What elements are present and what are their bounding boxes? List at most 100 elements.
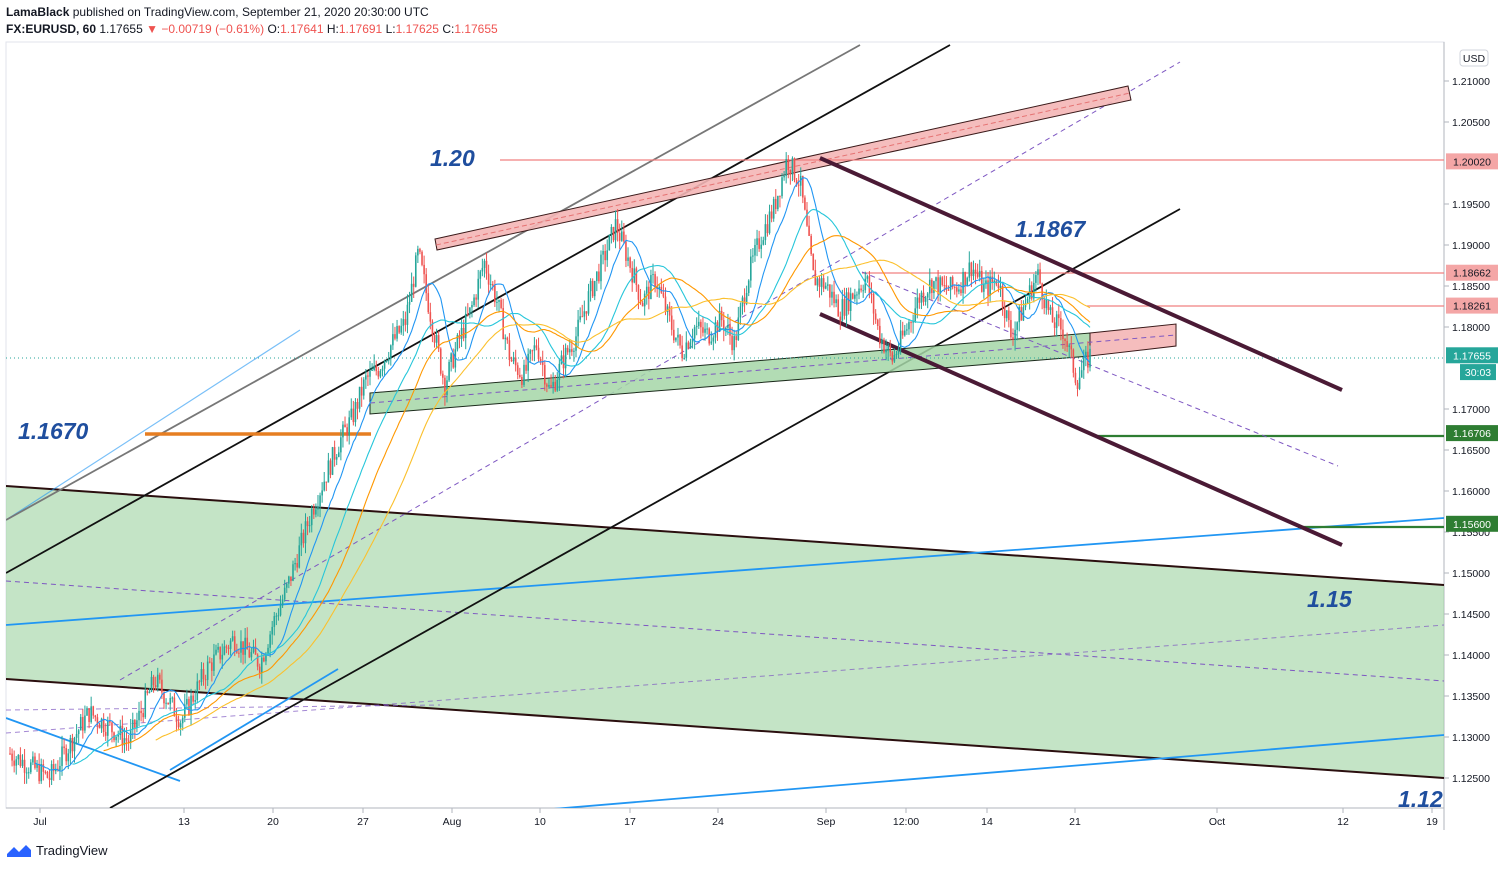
candle-body [764,224,767,241]
annotation-label[interactable]: 1.1867 [1015,216,1087,242]
candle-body [683,357,686,359]
price-axis[interactable]: 1.21000 1.20500 1.19500 1.19000 1.18500 1.180… [1444,76,1490,785]
candle-body [383,360,386,369]
annotation-label[interactable]: 1.1670 [18,418,89,444]
price-label-box [1446,153,1498,170]
channel-mid-dashed[interactable] [6,580,1444,682]
price-label: 1.20020 [1453,156,1491,168]
publish-info: LamaBlack published on TradingView.com, … [6,5,429,19]
symbol-name[interactable]: FX:EURUSD, 60 [6,22,97,36]
candle-body [685,342,688,358]
candle-body [1020,306,1023,321]
candle-body [375,365,378,372]
candle-body [260,657,263,673]
candle-body [951,277,954,287]
candle-body [179,723,182,728]
candle-body [1051,307,1054,323]
annotation-label[interactable]: 1.15 [1307,586,1353,612]
green-support-zone[interactable] [369,332,1091,415]
green-channel-zone[interactable] [6,486,1444,778]
candle-body [402,319,405,326]
candle-body [1001,285,1004,307]
red-zone-mid-dashed[interactable] [435,92,1131,246]
candle-body [1035,275,1037,283]
candle-body [879,325,881,345]
candle-body [864,278,867,291]
candle-body [439,348,442,374]
short-dashed-line[interactable] [6,704,441,711]
candle-body [571,349,573,352]
candle-body [731,335,733,351]
candle-body [991,276,993,283]
red-upper-zone[interactable] [434,85,1132,251]
candle-body [668,306,671,316]
channel-lower-line[interactable] [6,678,1444,779]
candle-body [843,299,846,316]
candle-body [976,273,979,277]
candle-body [566,347,569,353]
candle-body [997,284,1000,289]
channel-upper-line[interactable] [6,485,1444,586]
candle-body [94,715,97,718]
candle-body [772,198,775,219]
publisher-name[interactable]: LamaBlack [6,5,70,19]
price-label-box [1460,364,1496,381]
down-channel-dashed[interactable] [861,271,1339,467]
high-label: H: [326,22,339,36]
candle-body [487,273,490,285]
candle-body [263,657,265,662]
candle-body [537,347,540,360]
up-channel-upper[interactable] [6,44,951,574]
candle-body [612,226,615,241]
annotation-label[interactable]: 1.20 [430,145,475,171]
candle-body [820,278,823,287]
candle-body [125,738,128,741]
candle-body [1043,299,1046,309]
red-resistance-extension[interactable] [1089,323,1177,357]
currency-badge[interactable] [1459,49,1489,67]
grey-trendline[interactable] [6,44,861,521]
drawings-layer [6,44,1444,820]
candle-body [387,358,390,361]
blue-short-trendline[interactable] [6,717,181,782]
candle-body [506,337,509,341]
candle-body [183,704,186,718]
candle-body [300,532,303,546]
candle-body [306,521,309,527]
candle-body [747,280,750,293]
blue-support-line[interactable] [169,668,339,771]
candle-body [194,700,197,702]
candle-body [215,649,217,655]
candle-body [390,345,392,359]
candle-body [329,460,332,475]
candle-body [689,342,692,349]
candle-body [712,337,715,342]
up-channel-lower[interactable] [109,208,1181,808]
time-axis[interactable]: Jul 13 20 27 Aug 10 17 24 Sep 12:00 14 21 Oct 12 19 [33,808,1438,828]
candle-body [360,386,363,396]
candle-body [167,702,169,705]
pitch-dashed-line[interactable] [6,624,1444,734]
y-tick-label: 1.19500 [1452,199,1490,211]
candle-body [827,284,829,286]
candle-body [637,285,640,300]
candle-body [627,257,629,261]
candle-body [414,255,417,287]
candle-body [897,348,900,354]
candle-body [431,321,434,336]
annotation-label[interactable]: 1.12 [1398,786,1443,812]
candle-body [862,290,864,292]
candle-body [494,285,496,303]
candle-body [119,725,122,735]
y-tick-label: 1.12500 [1452,773,1490,785]
down-channel-upper[interactable] [819,156,1343,392]
blue-trendline-lower[interactable] [420,734,1444,820]
footer-brand[interactable]: TradingView [6,843,108,858]
candle-body [993,280,996,283]
down-channel-lower[interactable] [819,312,1343,547]
candle-body [635,268,638,286]
candle-body [789,170,792,175]
blue-fan-line[interactable] [6,329,301,521]
candle-body [71,737,74,752]
